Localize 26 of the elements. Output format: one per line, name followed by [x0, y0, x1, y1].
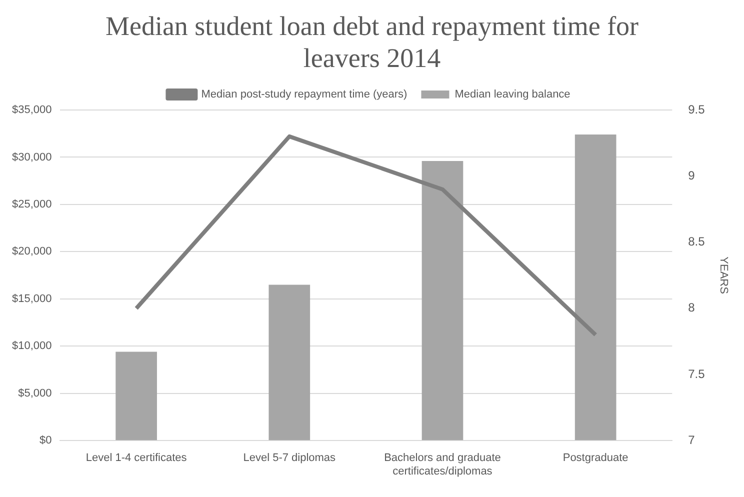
- y2-tick-label: 9: [688, 168, 696, 182]
- y-tick-label: $10,000: [12, 340, 52, 352]
- y-tick-label: $5,000: [18, 387, 52, 400]
- y-tick-label: $30,000: [12, 151, 52, 164]
- bar: [268, 284, 310, 440]
- y-tick-label: $20,000: [12, 246, 52, 258]
- y-tick-label: $0: [40, 434, 52, 446]
- x-tick-label: Level 5-7 diplomas: [243, 452, 336, 464]
- y2-tick-label: 8: [688, 300, 696, 314]
- y-tick-label: $25,000: [12, 198, 52, 210]
- x-tick-label: Level 1-4 certificates: [86, 452, 188, 464]
- y-tick-label: $15,000: [12, 292, 52, 305]
- x-tick-label: Postgraduate: [562, 452, 628, 464]
- chart-title: Median student loan debt and repayment time for leavers 2014: [104, 10, 640, 75]
- bar: [422, 160, 464, 440]
- y2-tick-label: 7.5: [688, 366, 706, 381]
- y-tick-label: $35,000: [12, 104, 52, 116]
- x-tick-label: Bachelors and graduate certificates/diplomas: [384, 452, 501, 478]
- legend-label: Median post-study repayment time (years): [201, 88, 408, 100]
- bar: [116, 352, 157, 440]
- y2-axis-title: YEARS: [717, 256, 730, 294]
- y2-tick-label: 9.5: [688, 102, 706, 116]
- y2-tick-label: 7: [688, 432, 696, 447]
- legend-label: Median leaving balance: [454, 88, 570, 100]
- bar: [574, 134, 616, 440]
- y2-tick-label: 8.5: [688, 234, 706, 248]
